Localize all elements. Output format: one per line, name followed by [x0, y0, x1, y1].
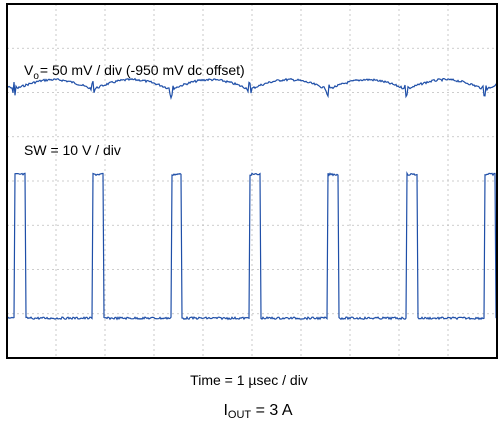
condition-suffix: = 3 A — [251, 402, 293, 419]
condition-prefix: I — [223, 402, 228, 419]
grid-lines — [7, 4, 497, 358]
vo-symbol: V — [24, 62, 34, 78]
vo-subscript: o — [33, 71, 39, 82]
time-scale-label: Time = 1 µsec / div — [190, 372, 308, 388]
plot-frame — [6, 3, 498, 359]
condition-subscript: OUT — [227, 409, 252, 421]
sw-scale-label: SW = 10 V / div — [24, 142, 121, 158]
vo-trace — [6, 77, 498, 100]
vo-scale-text: = 50 mV / div (-950 mV dc offset) — [40, 62, 245, 78]
output-current-label: IOUT = 3 A — [0, 402, 498, 421]
sw-trace — [6, 171, 498, 321]
traces — [6, 77, 498, 321]
vo-scale-label: Vo= 50 mV / div (-950 mV dc offset) — [24, 62, 245, 82]
